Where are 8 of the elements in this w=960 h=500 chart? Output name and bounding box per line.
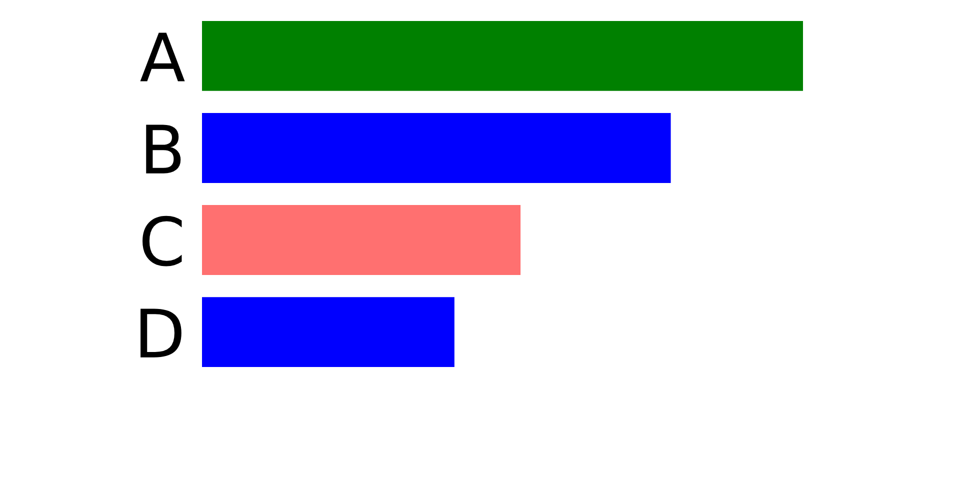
- bar: [202, 297, 454, 367]
- bar: [202, 205, 521, 275]
- y-tick-label: D: [140, 308, 182, 358]
- y-tick-label: B: [146, 124, 181, 174]
- bar: [202, 113, 671, 183]
- y-tick-label: A: [140, 32, 185, 82]
- y-tick-label: C: [142, 216, 182, 266]
- bar: [202, 21, 803, 91]
